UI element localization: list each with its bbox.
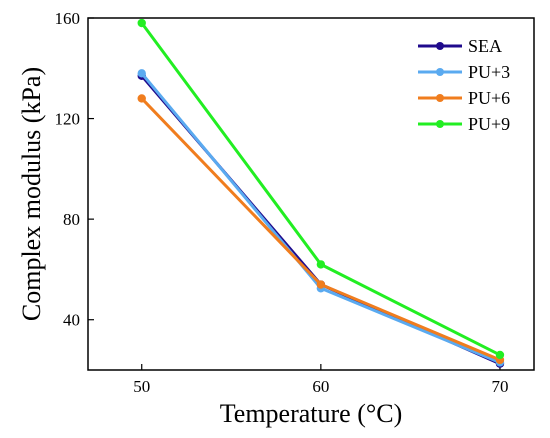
y-axis-title: Complex modulus (kPa) bbox=[17, 67, 46, 321]
data-point bbox=[137, 69, 146, 78]
legend-item: SEA bbox=[418, 36, 502, 56]
legend-label: PU+3 bbox=[468, 62, 510, 82]
x-tick-label: 70 bbox=[491, 377, 508, 396]
data-point bbox=[137, 18, 146, 28]
series-sea bbox=[137, 71, 505, 368]
legend-item: PU+3 bbox=[418, 62, 510, 82]
series-pu-9 bbox=[137, 18, 505, 360]
legend-marker bbox=[436, 94, 444, 102]
series-pu-3 bbox=[137, 69, 505, 367]
series-layer bbox=[137, 18, 505, 368]
plot-area bbox=[87, 17, 535, 371]
legend-label: PU+9 bbox=[468, 114, 510, 134]
legend: SEA PU+3 PU+6 PU+9 bbox=[418, 36, 510, 134]
y-tick-label: 80 bbox=[63, 210, 80, 229]
data-point bbox=[316, 280, 326, 289]
data-point bbox=[495, 350, 505, 360]
legend-item: PU+9 bbox=[418, 114, 510, 134]
y-tick-label: 160 bbox=[55, 9, 81, 28]
y-tick-label: 120 bbox=[55, 110, 81, 129]
axis-ticks: 50 60 70 40 80 120 160 bbox=[55, 9, 509, 396]
legend-marker bbox=[436, 42, 444, 50]
x-tick-label: 50 bbox=[133, 377, 150, 396]
series-line bbox=[140, 74, 501, 366]
legend-marker bbox=[436, 68, 444, 76]
data-point bbox=[137, 94, 146, 103]
plot-frame bbox=[87, 17, 535, 371]
y-tick-label: 40 bbox=[63, 311, 80, 330]
legend-item: PU+6 bbox=[418, 88, 510, 108]
series-line bbox=[140, 72, 501, 364]
legend-marker bbox=[436, 120, 444, 128]
legend-label: SEA bbox=[468, 36, 502, 56]
legend-label: PU+6 bbox=[468, 88, 510, 108]
data-point bbox=[316, 260, 326, 269]
x-tick-label: 60 bbox=[312, 377, 329, 396]
x-axis-title: Temperature (°C) bbox=[220, 399, 403, 428]
